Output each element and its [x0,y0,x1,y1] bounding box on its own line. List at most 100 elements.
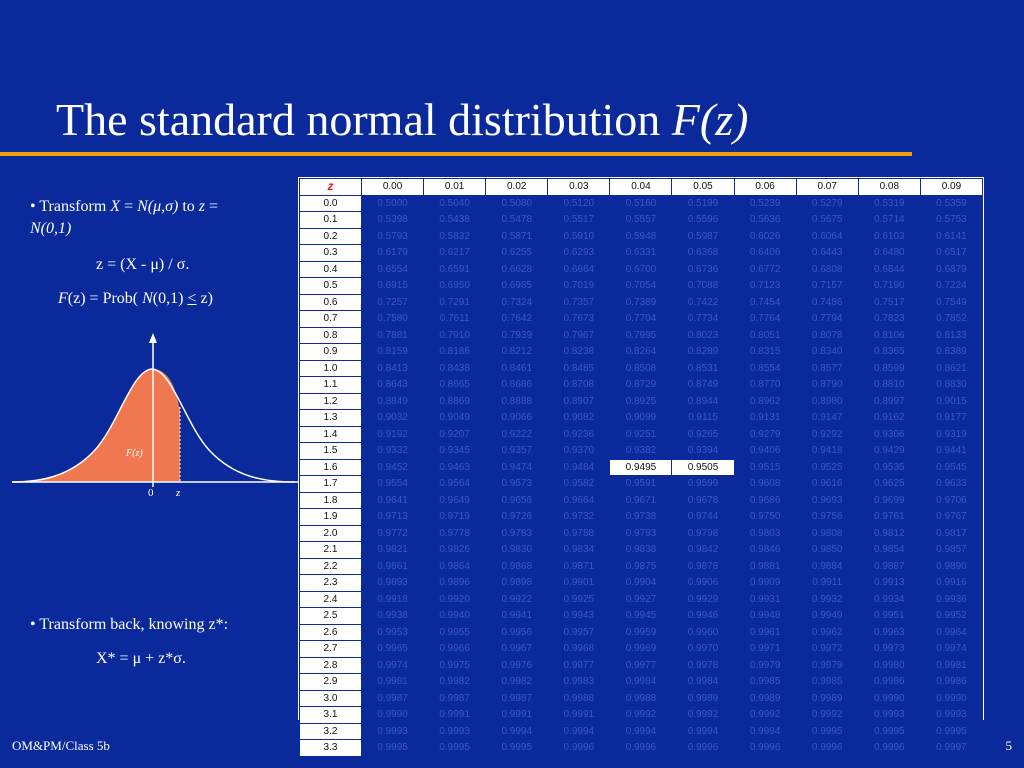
table-cell: 0.8830 [919,376,984,394]
table-cell: 0.9995 [485,739,549,757]
table-cell: 0.5871 [485,227,549,245]
table-cell: 0.9854 [857,541,921,559]
table-cell: 0.9948 [733,607,797,625]
table-cell: 0.5714 [857,211,921,229]
z-table-col-header: 0.05 [671,178,735,196]
table-cell: 0.9808 [795,524,859,542]
table-cell: 0.9967 [485,640,549,658]
table-cell: 0.9719 [423,508,487,526]
table-cell: 0.6179 [360,244,425,262]
table-cell: 0.9936 [919,590,984,608]
table-cell: 0.9066 [485,409,549,427]
table-cell: 0.9975 [423,656,487,674]
table-cell: 0.9838 [609,541,673,559]
table-row: 2.3 0.9893 0.9896 0.9898 0.9901 0.9904 0.9906 0… [299,574,984,592]
table-cell: 0.5398 [360,211,425,229]
table-cell: 0.6293 [547,244,611,262]
table-cell: 0.9265 [671,425,735,443]
table-cell: 0.9678 [671,491,735,509]
table-cell: 0.7422 [671,293,735,311]
table-row: 1.2 0.8849 0.8869 0.8888 0.8907 0.8925 0.8944 0… [299,392,984,410]
table-row: 0.1 0.5398 0.5438 0.5478 0.5517 0.5557 0.5596 0… [299,211,984,229]
table-row: 1.7 0.9554 0.9564 0.9573 0.9582 0.9591 0.9599 0… [299,475,984,493]
z-table-container: z 0.00 0.01 0.02 0.03 0.04 0.05 0.06 0.07 0.08 0.… [298,177,984,757]
table-cell: 0.9222 [485,425,549,443]
table-cell: 0.5199 [671,194,735,212]
table-cell: 0.9996 [671,739,735,757]
table-cell: 0.9192 [360,425,425,443]
table-cell: 0.7157 [795,277,859,295]
table-cell: 0.9966 [423,640,487,658]
table-cell: 0.9441 [919,442,984,460]
table-cell: 0.9973 [857,640,921,658]
table-cell: 0.8944 [671,392,735,410]
table-cell: 0.9991 [547,706,611,724]
table-cell: 0.7642 [485,310,549,328]
bullet-transform: • Transform X = N(μ,σ) to z = N(0,1) [30,196,290,240]
table-cell: 0.9830 [485,541,549,559]
z-table: z 0.00 0.01 0.02 0.03 0.04 0.05 0.06 0.07 0.08 0.… [299,178,984,757]
table-cell: 0.9608 [733,475,797,493]
z-table-col-header: 0.06 [733,178,797,196]
z-row-label: 2.0 [299,524,362,542]
table-cell: 0.9988 [609,689,673,707]
table-cell: 0.9981 [360,673,425,691]
table-cell: 0.9938 [360,607,425,625]
z-row-label: 2.4 [299,590,362,608]
table-cell: 0.7881 [360,326,425,344]
table-cell: 0.9913 [857,574,921,592]
table-cell: 0.7995 [609,326,673,344]
table-cell: 0.9987 [485,689,549,707]
b1-prefix: • Transform [30,198,111,215]
table-cell: 0.9993 [857,706,921,724]
table-cell: 0.8315 [733,343,797,361]
table-cell: 0.9525 [795,458,859,476]
table-cell: 0.9985 [795,673,859,691]
z-row-label: 2.1 [299,541,362,559]
table-row: 0.8 0.7881 0.7910 0.7939 0.7967 0.7995 0.8023 0… [299,326,984,344]
table-cell: 0.8106 [857,326,921,344]
table-cell: 0.5987 [671,227,735,245]
table-cell: 0.9994 [733,722,797,740]
table-cell: 0.9429 [857,442,921,460]
z-row-label: 0.4 [299,260,362,278]
table-cell: 0.9726 [485,508,549,526]
table-cell: 0.9554 [360,475,425,493]
z-row-label: 1.7 [299,475,362,493]
cdf-formula: F(z) = Prob( N(0,1) < z) [58,290,213,308]
table-cell: 0.9960 [671,623,735,641]
table-cell: 0.9772 [360,524,425,542]
table-row: 2.2 0.9861 0.9864 0.9868 0.9871 0.9875 0.9878 0… [299,557,984,575]
table-cell: 0.9357 [485,442,549,460]
table-cell: 0.8389 [919,343,984,361]
table-cell: 0.8770 [733,376,797,394]
table-cell: 0.9875 [609,557,673,575]
z-row-label: 2.6 [299,623,362,641]
table-cell: 0.9995 [857,722,921,740]
table-cell: 0.9778 [423,524,487,542]
table-cell: 0.6808 [795,260,859,278]
table-cell: 0.6517 [919,244,984,262]
table-cell: 0.9082 [547,409,611,427]
table-row: 1.3 0.9032 0.9049 0.9066 0.9082 0.9099 0.9115 0… [299,409,984,427]
table-cell: 0.9994 [671,722,735,740]
table-cell: 0.8133 [919,326,984,344]
table-cell: 0.8264 [609,343,673,361]
table-cell: 0.7389 [609,293,673,311]
z-row-label: 3.3 [299,739,362,757]
table-cell: 0.9793 [609,524,673,542]
table-cell: 0.9850 [795,541,859,559]
table-cell: 0.7123 [733,277,797,295]
table-cell: 0.9846 [733,541,797,559]
table-cell: 0.9972 [795,640,859,658]
table-cell: 0.6443 [795,244,859,262]
table-cell: 0.9983 [547,673,611,691]
table-cell: 0.5557 [609,211,673,229]
table-cell: 0.9370 [547,442,611,460]
table-cell: 0.7852 [919,310,984,328]
table-cell: 0.9982 [423,673,487,691]
table-cell: 0.9693 [795,491,859,509]
table-cell: 0.9177 [919,409,984,427]
table-cell: 0.7019 [547,277,611,295]
table-cell: 0.6950 [423,277,487,295]
